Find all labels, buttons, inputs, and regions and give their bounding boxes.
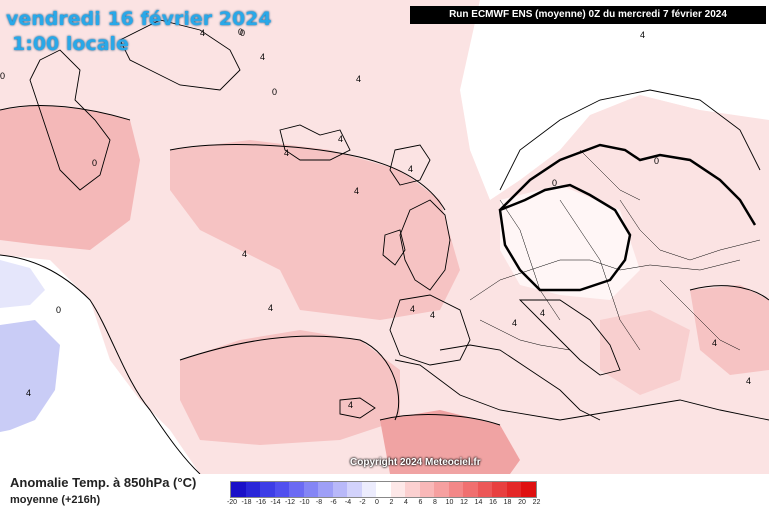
contour-label: 4 xyxy=(640,30,645,40)
scale-tick-label: -10 xyxy=(299,499,310,506)
contour-label: 4 xyxy=(354,186,359,196)
color-swatch xyxy=(318,482,333,497)
contour-label: 4 xyxy=(242,249,247,259)
contour-label: 0 xyxy=(238,27,243,37)
scale-tick-label: 14 xyxy=(474,499,483,506)
scale-tick-label: 10 xyxy=(445,499,454,506)
scale-tick-label: 2 xyxy=(389,499,394,506)
color-scale-ticks: -20 -18 -16 -14 -12 -10 -8 -6 -4 -2 0 2 4 6 8 10 12 14 16 1… xyxy=(227,499,572,511)
scale-tick-label: 12 xyxy=(460,499,468,506)
color-swatch xyxy=(405,482,420,497)
color-swatch xyxy=(492,482,507,497)
contour-label: 0 xyxy=(0,71,5,81)
scale-tick-label: 4 xyxy=(404,499,408,506)
contour-label: 4 xyxy=(712,338,717,348)
warm-anomaly-balkans xyxy=(600,310,690,395)
scale-tick-label: 6 xyxy=(418,499,423,506)
warm-anomaly-atlantic xyxy=(170,140,460,320)
color-swatch xyxy=(376,482,391,497)
contour-label: 4 xyxy=(260,52,265,62)
scale-tick-label: -18 xyxy=(241,499,252,506)
scale-tick-label: -12 xyxy=(284,499,296,506)
legend-subtitle: moyenne (+216h) xyxy=(10,494,101,506)
scale-tick-label: 20 xyxy=(518,499,526,506)
color-swatch xyxy=(434,482,449,497)
color-swatch xyxy=(260,482,275,497)
scale-tick-label: 0 xyxy=(375,499,379,506)
color-swatch xyxy=(361,482,376,497)
contour-label: 0 xyxy=(552,178,557,188)
contour-label: 4 xyxy=(200,28,205,38)
cold-anomaly-southwest xyxy=(0,320,60,432)
color-swatch xyxy=(506,482,521,497)
scale-tick-label: 18 xyxy=(503,499,512,506)
contour-label: 4 xyxy=(512,318,517,328)
forecast-time: 1:00 locale xyxy=(12,33,129,55)
color-scale-bar xyxy=(230,481,537,498)
scale-tick-label: -8 xyxy=(315,499,323,506)
scale-tick-label: -4 xyxy=(344,499,352,506)
neutral-zone-central xyxy=(500,185,640,300)
scale-tick-label: 8 xyxy=(433,499,437,506)
scale-tick-label: 16 xyxy=(489,499,497,506)
forecast-date: vendredi 16 février 2024 xyxy=(6,8,272,30)
contour-label-group: 0 4 4 4 4 4 4 4 4 0 0 4 4 4 0 4 4 0 0 0 … xyxy=(0,27,751,410)
color-swatch xyxy=(419,482,434,497)
warm-anomaly-east xyxy=(690,285,769,375)
color-swatch xyxy=(448,482,463,497)
contour-label: 4 xyxy=(338,134,343,144)
legend-title: Anomalie Temp. à 850hPa (°C) xyxy=(10,475,197,490)
contour-label: 0 xyxy=(240,28,245,38)
color-swatch xyxy=(274,482,289,497)
run-info-banner: Run ECMWF ENS (moyenne) 0Z du mercredi 7… xyxy=(410,6,766,24)
contour-label: 4 xyxy=(356,74,361,84)
contour-label: 0 xyxy=(654,156,659,166)
scale-tick-label: -14 xyxy=(270,499,281,506)
contour-label: 4 xyxy=(430,310,435,320)
neutral-zone-west xyxy=(0,255,200,474)
color-swatch xyxy=(303,482,318,497)
contour-label: 0 xyxy=(56,305,61,315)
color-swatch xyxy=(463,482,478,497)
contour-label: 0 xyxy=(92,158,97,168)
contour-label: 4 xyxy=(268,303,273,313)
scale-tick-label: -6 xyxy=(330,499,337,506)
contour-label: 4 xyxy=(284,148,289,158)
contour-label: 4 xyxy=(26,388,31,398)
contour-label: 4 xyxy=(348,400,353,410)
color-swatch xyxy=(347,482,362,497)
scale-tick-label: -16 xyxy=(255,499,267,506)
neutral-zone-east xyxy=(460,0,769,200)
contour-label: 0 xyxy=(272,87,277,97)
color-swatch xyxy=(390,482,405,497)
scale-tick-label: 22 xyxy=(532,499,541,506)
color-swatch xyxy=(245,482,260,497)
color-swatch xyxy=(332,482,347,497)
warm-anomaly-greenland xyxy=(0,105,140,250)
color-swatch xyxy=(289,482,304,497)
scale-tick-label: -20 xyxy=(226,499,238,506)
contour-label: 4 xyxy=(408,164,413,174)
coastlines xyxy=(29,19,769,421)
cold-anomaly-northwest xyxy=(0,260,45,308)
warm-anomaly-iberia xyxy=(180,330,400,445)
contour-label: 4 xyxy=(746,376,751,386)
zero-anomaly-contour xyxy=(498,143,757,292)
contour-lines xyxy=(0,104,769,475)
contour-label: 4 xyxy=(410,304,415,314)
country-borders xyxy=(469,149,761,351)
contour-label: 4 xyxy=(540,308,545,318)
copyright-text: Copyright 2024 Meteociel.fr xyxy=(350,457,481,468)
color-swatch xyxy=(231,482,246,497)
color-swatch xyxy=(521,482,536,497)
color-swatch xyxy=(477,482,492,497)
warm-anomaly-north-africa xyxy=(380,410,520,474)
scale-tick-label: -2 xyxy=(359,499,366,506)
